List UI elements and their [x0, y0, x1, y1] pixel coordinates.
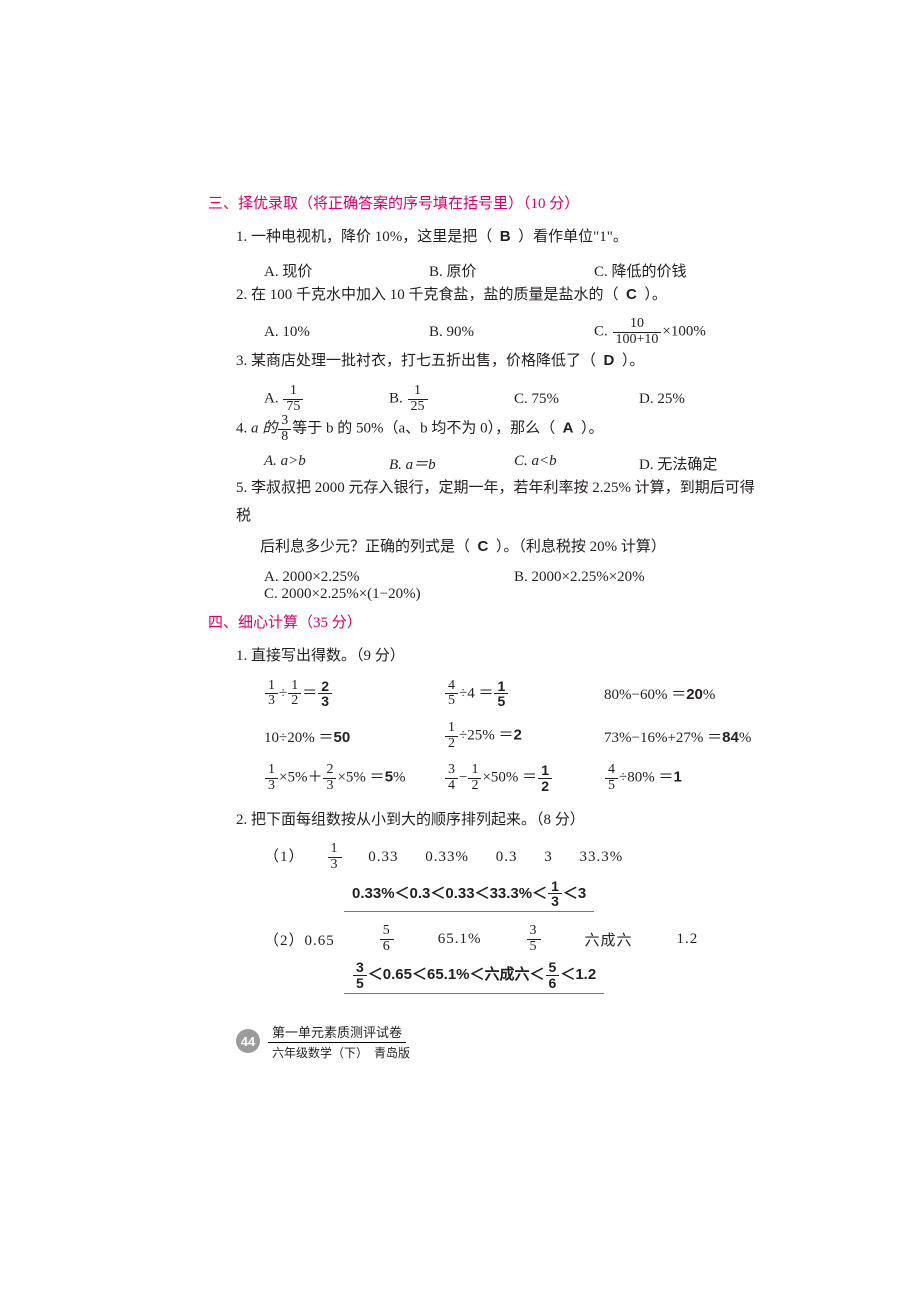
q-stem-tail: ）。 — [581, 421, 604, 437]
sort-group-2: （2）0.65 56 65.1% 35 六成六 1.2 — [264, 924, 764, 954]
option-c: C. 75% — [514, 391, 639, 408]
worksheet-page: 三、择优录取（将正确答案的序号填在括号里）（10 分） 1. 一种电视机，降价 … — [208, 192, 764, 1061]
q-stem-tail: ）。 — [644, 287, 667, 303]
footer-line-1: 第一单元素质测评试卷 — [268, 1022, 406, 1043]
option-b: B. 90% — [429, 324, 594, 341]
q3-4-options: A. a>b B. a＝b C. a<b D. 无法确定 — [264, 453, 764, 474]
calc-cell: 13×5%＋23×5% ＝5% — [264, 763, 444, 793]
sort-answer-2: 35＜0.65＜65.1%＜六成六＜56＜1.2 — [264, 960, 764, 993]
option-b: B. 原价 — [429, 260, 594, 281]
section-3-title: 三、择优录取（将正确答案的序号填在括号里）（10 分） — [208, 192, 764, 213]
calc-cell: 12÷25% ＝2 — [444, 721, 604, 751]
sort-item: 六成六 — [585, 929, 633, 950]
option-d: D. 25% — [639, 391, 764, 408]
sort-item: 33.3% — [580, 849, 624, 865]
q3-1: 1. 一种电视机，降价 10%，这里是把（ B ）看作单位"1"。 — [236, 223, 764, 252]
sort-item: 0.3 — [496, 849, 518, 865]
q-stem: 在 100 千克水中加入 10 千克食盐，盐的质量是盐水的（ — [251, 287, 619, 303]
option-a: A. 现价 — [264, 260, 429, 281]
calc-cell: 34−12×50% ＝12 — [444, 763, 604, 793]
calc-cell: 45÷80% ＝1 — [604, 763, 764, 793]
q-number: 1. — [236, 648, 251, 664]
option-b: B. a＝b — [389, 453, 514, 474]
group-label: （1） — [264, 849, 305, 865]
q-stem: 一种电视机，降价 10%，这里是把（ — [251, 229, 492, 245]
answer: D — [604, 352, 615, 369]
option-c: C. a<b — [514, 453, 639, 474]
calc-cell: 45÷4 ＝15 — [444, 679, 604, 709]
q4-2: 2. 把下面每组数按从小到大的顺序排列起来。（8 分） — [236, 806, 764, 835]
option-c: C. 10100+10×100% — [594, 317, 759, 347]
answer: C — [478, 538, 489, 555]
q-stem: 某商店处理一批衬衣，打七五折出售，价格降低了（ — [251, 353, 596, 369]
sort-item: 0.33% — [425, 849, 469, 865]
q3-4: 4. a 的38等于 b 的 50%（a、b 均不为 0），那么（ A ）。 — [236, 414, 764, 444]
option-a: A. a>b — [264, 453, 389, 474]
q-number: 5. — [236, 480, 251, 496]
q-stem: 等于 b 的 50%（a、b 均不为 0），那么（ — [292, 421, 555, 437]
q-stem: 直接写出得数。（9 分） — [251, 648, 405, 664]
q-stem-tail: ）。 — [622, 353, 645, 369]
option-c: C. 2000×2.25%×(1−20%) — [264, 586, 764, 603]
q-number: 2. — [236, 287, 251, 303]
sort-item: 0.33 — [368, 849, 398, 865]
sort-answer-1: 0.33%＜0.3＜0.33＜33.3%＜13＜3 — [264, 879, 764, 912]
sort-item: 3 — [544, 849, 553, 865]
q-stem: 把下面每组数按从小到大的顺序排列起来。（8 分） — [251, 812, 585, 828]
option-b: B. 125 — [389, 384, 514, 414]
answer: A — [563, 420, 574, 437]
q-stem-tail: ）看作单位"1"。 — [518, 229, 628, 245]
q-number: 3. — [236, 353, 251, 369]
sort-item: 65.1% — [438, 931, 482, 948]
page-footer: 44 第一单元素质测评试卷 六年级数学（下） 青岛版 — [236, 1022, 764, 1061]
q3-5-line2: 后利息多少元？正确的列式是（ C ）。（利息税按 20% 计算） — [260, 533, 764, 562]
calc-cell: 10÷20% ＝50 — [264, 726, 444, 747]
q3-1-options: A. 现价 B. 原价 C. 降低的价钱 — [264, 260, 764, 281]
sort-item: 0.65 — [305, 933, 335, 949]
footer-line-2: 六年级数学（下） 青岛版 — [268, 1043, 414, 1061]
page-number-badge: 44 — [236, 1029, 260, 1053]
option-a: A. 10% — [264, 324, 429, 341]
q-number: 1. — [236, 229, 251, 245]
q3-3: 3. 某商店处理一批衬衣，打七五折出售，价格降低了（ D ）。 — [236, 347, 764, 376]
q3-3-options: A. 175 B. 125 C. 75% D. 25% — [264, 384, 764, 414]
answer: B — [500, 228, 511, 245]
q-number: 2. — [236, 812, 251, 828]
calc-row-1: 13÷12＝23 45÷4 ＝15 80%−60% ＝20% — [264, 679, 764, 709]
q-stem-tail: ）。（利息税按 20% 计算） — [496, 539, 666, 555]
q3-5-options: A. 2000×2.25% B. 2000×2.25%×20% C. 2000×… — [264, 569, 764, 603]
footer-text: 第一单元素质测评试卷 六年级数学（下） 青岛版 — [268, 1022, 414, 1061]
option-c: C. 降低的价钱 — [594, 260, 759, 281]
q3-5: 5. 李叔叔把 2000 元存入银行，定期一年，若年利率按 2.25% 计算，到… — [236, 474, 764, 531]
group-label: （2） — [264, 933, 305, 949]
q3-2: 2. 在 100 千克水中加入 10 千克食盐，盐的质量是盐水的（ C ）。 — [236, 281, 764, 310]
q4-1: 1. 直接写出得数。（9 分） — [236, 642, 764, 671]
option-b: B. 2000×2.25%×20% — [514, 569, 764, 586]
q3-2-options: A. 10% B. 90% C. 10100+10×100% — [264, 317, 764, 347]
option-a: A. 2000×2.25% — [264, 569, 514, 586]
sort-group-1: （1）13 0.33 0.33% 0.3 3 33.3% — [264, 842, 764, 872]
q-stem: a 的 — [251, 421, 277, 437]
q-number: 4. — [236, 421, 251, 437]
calc-row-3: 13×5%＋23×5% ＝5% 34−12×50% ＝12 45÷80% ＝1 — [264, 763, 764, 793]
calc-cell: 13÷12＝23 — [264, 679, 444, 709]
answer: C — [626, 286, 637, 303]
calc-row-2: 10÷20% ＝50 12÷25% ＝2 73%−16%+27% ＝84% — [264, 721, 764, 751]
calc-cell: 80%−60% ＝20% — [604, 683, 764, 704]
calc-cell: 73%−16%+27% ＝84% — [604, 726, 764, 747]
section-4-title: 四、细心计算（35 分） — [208, 611, 764, 632]
option-a: A. 175 — [264, 384, 389, 414]
sort-item: 1.2 — [677, 931, 699, 948]
q-stem: 李叔叔把 2000 元存入银行，定期一年，若年利率按 2.25% 计算，到期后可… — [236, 480, 755, 525]
option-d: D. 无法确定 — [639, 453, 764, 474]
q-stem: 后利息多少元？正确的列式是（ — [260, 539, 470, 555]
